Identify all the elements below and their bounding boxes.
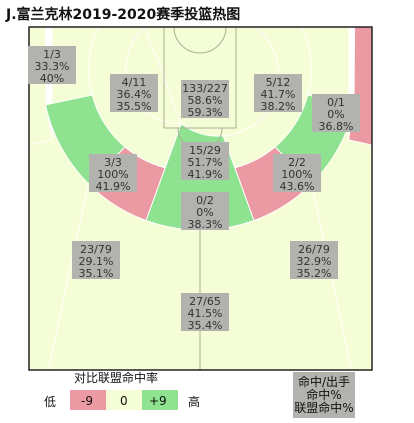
zone-made-attempts: 0/1 [327,96,345,109]
zone-league-pct: 43.6% [280,180,315,193]
key-box [293,372,355,418]
zone-made-attempts: 27/65 [189,295,221,308]
zone-label-box [181,192,229,230]
zone-made-attempts: 133/227 [182,82,228,95]
zone-made-attempts: 1/3 [43,48,61,61]
zone-made-attempts: 5/12 [266,76,291,89]
zone-league-pct: 38.3% [188,218,223,231]
court-restricted-arc [173,27,227,54]
zone-made-attempts: 4/11 [122,76,147,89]
zone-made-attempts: 26/79 [298,243,330,256]
zone-fg-pct: 36.4% [117,88,152,101]
zone-league-pct: 59.3% [188,106,223,119]
zone-fg-pct: 0% [196,206,213,219]
zone-label-box [28,46,76,84]
zone-fg-pct: 33.3% [35,60,70,73]
zone-made-attempts: 2/2 [288,156,306,169]
court-lane [163,27,237,129]
zone-label-box [273,154,321,192]
zone-league-pct: 35.2% [297,267,332,280]
zone-league-pct: 35.1% [79,267,114,280]
zone-league-pct: 40% [40,72,64,85]
zone-label-box [181,80,229,118]
zone-label-box [110,74,158,112]
key-line-3: 联盟命中% [294,400,353,415]
legend-swatch-below [70,390,106,410]
zone-label-box [254,74,302,112]
zone-league-pct: 41.9% [96,180,131,193]
legend-item-below: -9 [81,394,93,408]
zone-label-box [72,241,120,279]
zone-league-pct: 36.8% [319,120,354,133]
zone-league-pct: 35.4% [188,319,223,332]
legend-high-label: 高 [188,394,200,409]
zone-label-box [181,142,229,180]
legend-swatch-neutral [106,390,142,410]
zone-made-attempts: 3/3 [104,156,122,169]
key-line-2: 命中% [306,387,341,402]
zone-label-restricted-area-lower: 0/20%38.3% [181,192,229,231]
zone-label-box [290,241,338,279]
zone-league-pct: 38.2% [261,100,296,113]
key-line-1: 命中/出手 [298,374,350,389]
zone-label-box [181,293,229,331]
court-border [28,26,373,371]
zone-made-attempts: 0/2 [196,194,214,207]
zone-fg-pct: 100% [281,168,312,181]
zone-made-attempts: 23/79 [80,243,112,256]
legend-item-neutral: 0 [120,394,128,408]
zone-label-box [312,94,360,132]
zone-fg-pct: 58.6% [188,94,223,107]
zone-fg-pct: 100% [97,168,128,181]
zone-league-pct: 35.5% [117,100,152,113]
zone-fg-pct: 41.7% [261,88,296,101]
zone-league-pct: 41.9% [188,168,223,181]
zone-made-attempts: 15/29 [189,144,221,157]
legend-title: 对比联盟命中率 [74,370,158,385]
zone-fg-pct: 32.9% [297,255,332,268]
zone-fg-pct: 29.1% [79,255,114,268]
zone-fg-pct: 0% [327,108,344,121]
legend-low-label: 低 [44,395,56,409]
chart-title: J.富兰克林2019-2020赛季投篮热图 [6,7,241,23]
zone-fg-pct: 41.5% [188,307,223,320]
zone-fg-pct: 51.7% [188,156,223,169]
zone-label-right-corner-three: 0/10%36.8% [312,94,360,133]
legend-swatch-above [142,390,178,410]
legend-item-above: +9 [149,394,167,408]
zone-label-left-corner-three: 1/333.3%40% [28,46,76,85]
zone-label-box [89,154,137,192]
